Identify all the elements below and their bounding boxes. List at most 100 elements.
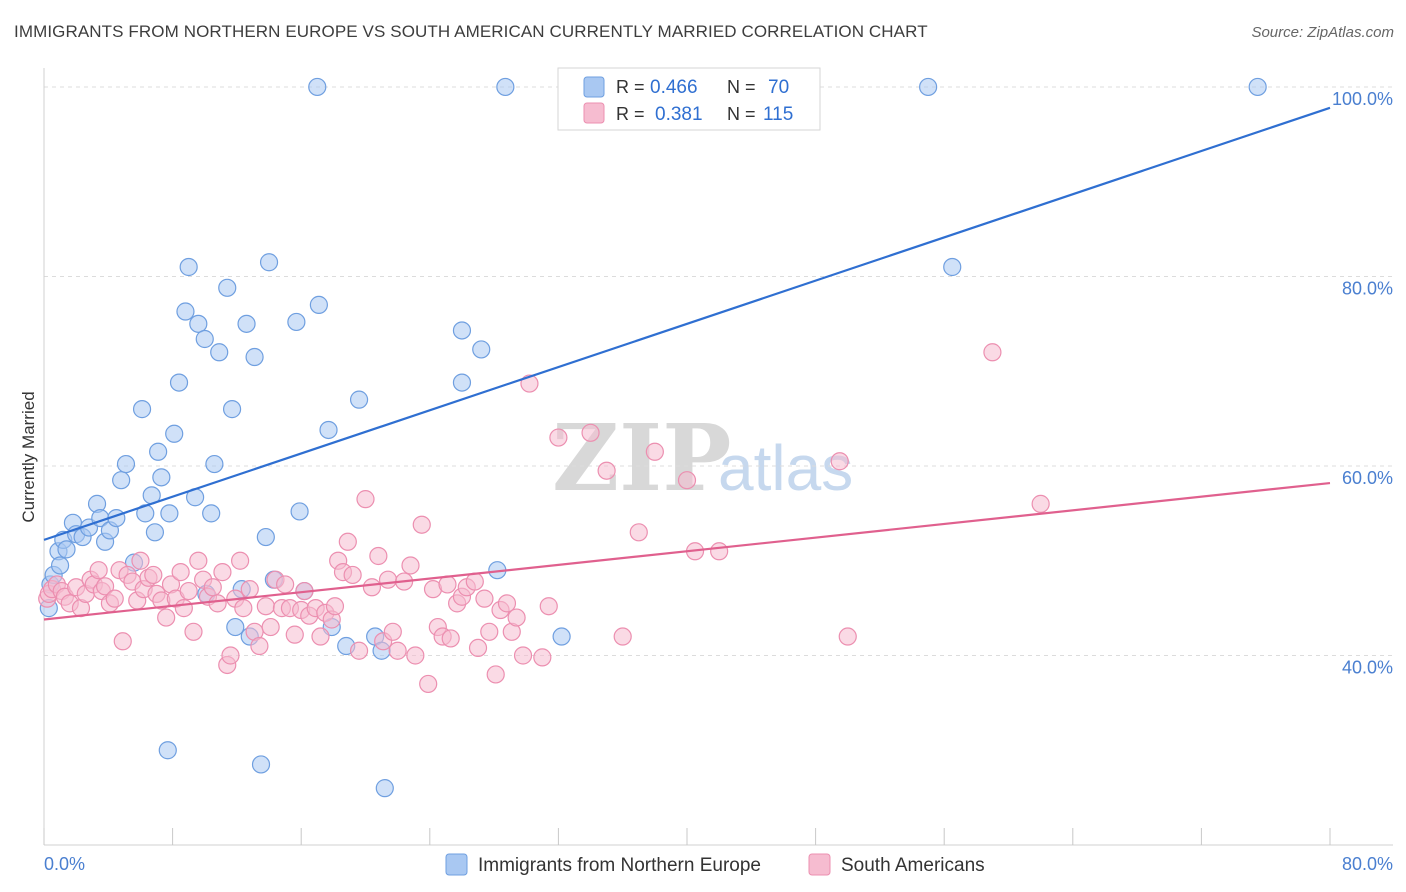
pink-point-68	[349, 641, 369, 660]
pink-point-77	[401, 556, 420, 575]
pink-point-53	[276, 575, 295, 594]
pink-point-106	[629, 523, 648, 542]
blue-point-41	[245, 347, 264, 367]
pink-point-16	[105, 589, 124, 608]
pink-point-111	[830, 452, 849, 471]
x-tick-label-min: 0.0%	[44, 854, 85, 874]
pink-point-44	[231, 551, 250, 570]
pink-point-113	[983, 343, 1002, 362]
watermark: ZIP atlas	[552, 404, 853, 512]
x-tick-label-max: 80.0%	[1342, 854, 1393, 874]
watermark-zip: ZIP	[552, 404, 731, 512]
pink-point-60	[311, 627, 330, 646]
blue-point-55	[452, 321, 472, 340]
legend-n-value-blue: 70	[768, 77, 789, 98]
blue-point-45	[287, 312, 306, 332]
pink-point-66	[338, 532, 357, 551]
pink-point-104	[597, 461, 616, 480]
pink-point-93	[486, 665, 505, 684]
pink-point-45	[234, 599, 253, 618]
pink-point-46	[240, 580, 259, 599]
legend-swatch-pink	[583, 102, 605, 124]
pink-point-101	[539, 597, 558, 616]
blue-point-66	[158, 741, 177, 760]
blue-point-68	[375, 779, 394, 798]
trend-line-blue	[43, 106, 1331, 541]
legend-r-label-blue: R =	[616, 77, 645, 97]
pink-point-38	[203, 578, 222, 597]
pink-point-105	[613, 627, 632, 646]
blue-point-27	[176, 302, 195, 321]
trend-line-pink	[43, 481, 1331, 621]
pink-point-74	[383, 622, 402, 641]
pink-point-78	[406, 646, 425, 665]
blue-point-36	[222, 400, 242, 419]
blue-point-30	[189, 314, 208, 333]
pink-point-34	[184, 622, 203, 641]
legend-n-label-blue: N =	[727, 77, 756, 97]
blue-point-52	[349, 390, 369, 409]
pink-point-42	[221, 646, 240, 665]
blue-point-39	[237, 314, 256, 333]
y-tick-labels: 40.0% 60.0% 80.0% 100.0%	[1332, 89, 1393, 678]
pink-point-49	[256, 597, 275, 616]
pink-point-67	[343, 565, 362, 585]
blue-point-69	[50, 556, 70, 575]
blue-point-42	[256, 527, 275, 547]
pink-point-95	[497, 594, 517, 613]
pink-point-80	[419, 674, 438, 694]
pink-point-107	[645, 442, 664, 461]
pink-point-50	[261, 617, 280, 637]
y-tick-label-1: 60.0%	[1342, 468, 1393, 488]
pink-point-33	[179, 581, 198, 601]
gridlines	[44, 86, 1393, 656]
legend-n-value-pink: 115	[763, 104, 793, 125]
blue-point-61	[308, 77, 327, 97]
pink-point-31	[171, 563, 190, 582]
y-tick-label-0: 40.0%	[1342, 657, 1393, 677]
pink-point-25	[144, 565, 163, 585]
legend-n-label-pink: N =	[727, 104, 756, 124]
blue-point-34	[210, 343, 229, 362]
pink-point-73	[378, 570, 398, 589]
pink-point-71	[369, 546, 388, 566]
blue-point-5	[57, 540, 76, 559]
blue-point-32	[202, 504, 221, 523]
pink-point-85	[441, 629, 460, 648]
legend-swatch-blue	[583, 76, 605, 98]
y-tick-label-2: 80.0%	[1342, 278, 1393, 298]
blue-point-64	[1248, 77, 1267, 97]
pink-point-35	[189, 551, 208, 570]
pink-point-79	[412, 515, 431, 534]
pink-point-97	[507, 608, 526, 627]
pink-point-114	[1031, 494, 1050, 513]
pink-point-22	[131, 551, 150, 570]
pink-point-75	[388, 641, 407, 660]
blue-point-49	[319, 420, 338, 440]
watermark-atlas: atlas	[718, 432, 853, 504]
pink-point-90	[468, 638, 488, 658]
legend-box: R = 0.466 N = 70 R = 0.381 N = 115	[557, 67, 821, 131]
pink-point-40	[213, 563, 232, 582]
blue-point-46	[290, 502, 309, 521]
pink-point-14	[95, 577, 115, 596]
blue-point-48	[309, 295, 328, 314]
blue-point-31	[195, 329, 214, 349]
x-tick-labels: 0.0% 80.0%	[44, 854, 1393, 874]
pink-point-91	[475, 589, 494, 608]
y-tick-label-3: 100.0%	[1332, 89, 1393, 109]
bottom-legend-swatch-blue	[445, 853, 468, 876]
pink-point-12	[89, 561, 108, 580]
blue-point-43	[259, 253, 279, 272]
pink-point-110	[710, 542, 729, 561]
blue-point-35	[218, 278, 237, 297]
blue-point-57	[472, 340, 491, 359]
pink-point-89	[465, 572, 484, 591]
blue-point-15	[112, 471, 131, 490]
legend-r-value-pink: 0.381	[655, 104, 703, 125]
pink-point-102	[549, 428, 568, 447]
blue-point-26	[169, 373, 189, 392]
pink-point-39	[208, 594, 227, 613]
pink-point-100	[533, 648, 552, 667]
